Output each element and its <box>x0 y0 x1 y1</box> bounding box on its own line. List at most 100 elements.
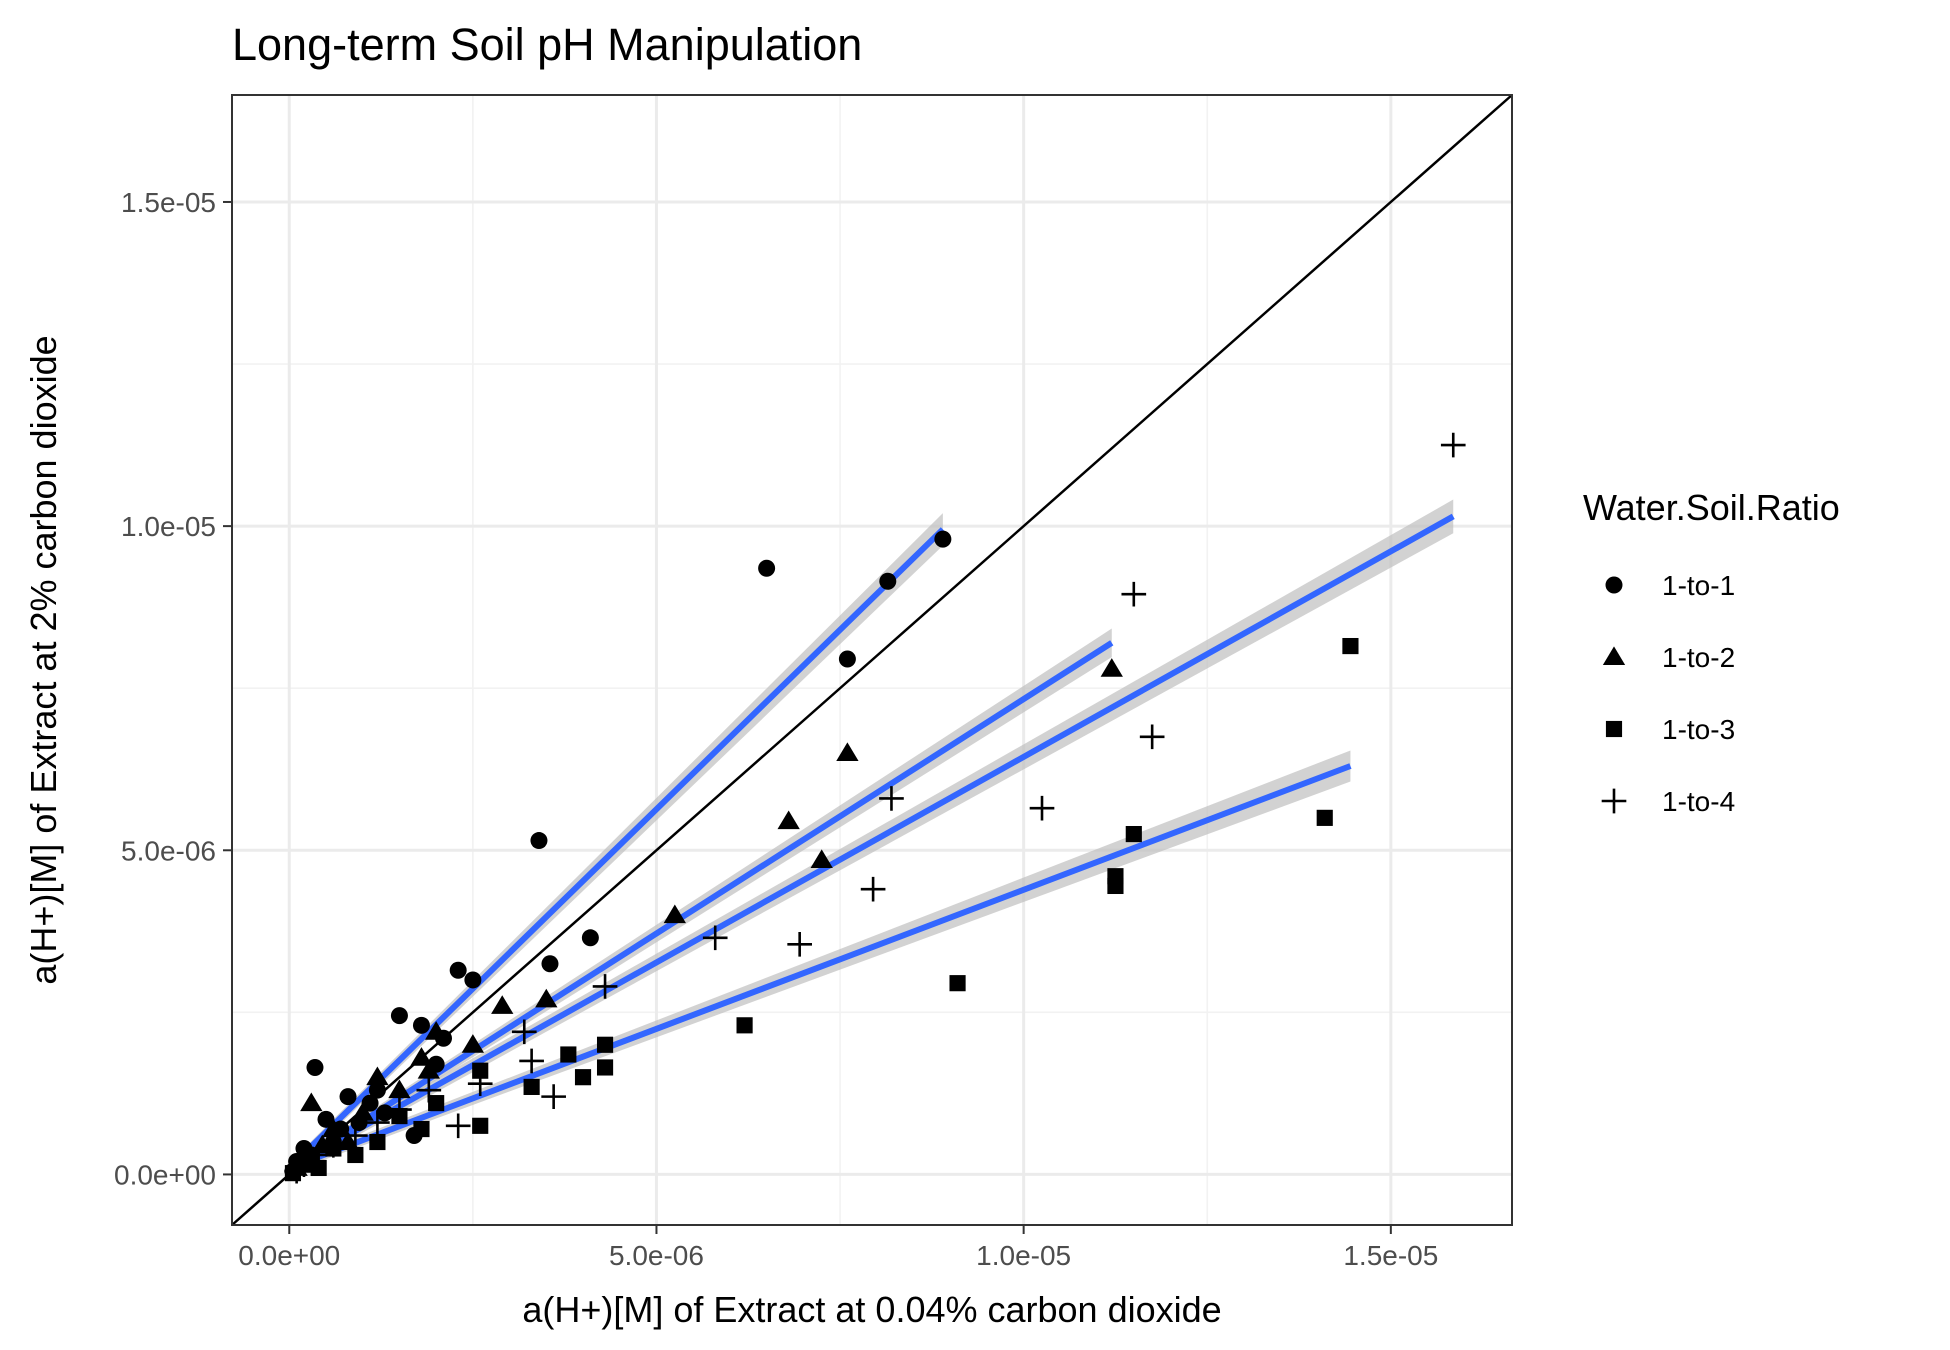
data-points <box>284 432 1466 1184</box>
legend-items: 1-to-1 1-to-2 1-to-3 1-to-4 <box>1601 570 1735 817</box>
data-point-1-to-1 <box>306 1058 324 1076</box>
data-point-1-to-2 <box>322 1118 345 1138</box>
legend-item-1-to-1: 1-to-1 <box>1605 570 1735 601</box>
data-point-1-to-3 <box>1125 825 1142 843</box>
data-point-1-to-4 <box>879 786 904 811</box>
data-point-1-to-2 <box>351 1102 374 1121</box>
data-point-1-to-2 <box>810 849 833 868</box>
data-point-1-to-1 <box>390 1007 408 1025</box>
data-point-1-to-4 <box>519 1048 544 1074</box>
legend-key-plus <box>1601 788 1627 814</box>
data-point-1-to-3 <box>413 1120 430 1138</box>
data-point-1-to-2 <box>417 1060 440 1079</box>
data-point-1-to-4 <box>343 1123 368 1148</box>
panel-border <box>231 94 1513 1226</box>
data-point-1-to-4 <box>365 1110 390 1135</box>
data-point-1-to-4 <box>541 1084 566 1109</box>
legend-item-1-to-3: 1-to-3 <box>1605 714 1735 745</box>
data-point-1-to-3 <box>596 1036 614 1053</box>
data-point-1-to-2 <box>1100 658 1123 677</box>
data-point-1-to-1 <box>412 1016 430 1034</box>
y-tick-label: 1.5e-05 <box>121 187 216 218</box>
legend-key-square <box>1605 720 1623 738</box>
data-point-1-to-2 <box>491 995 514 1014</box>
data-point-1-to-2 <box>836 742 859 762</box>
fit-line-1-to-3 <box>288 763 1352 1171</box>
data-point-1-to-4 <box>416 1077 442 1103</box>
data-point-1-to-4 <box>467 1071 493 1096</box>
data-point-1-to-2 <box>777 810 800 830</box>
legend-key-circle <box>1605 576 1623 594</box>
data-point-1-to-4 <box>291 1152 317 1178</box>
legend-item-1-to-4: 1-to-4 <box>1601 786 1735 817</box>
data-point-1-to-4 <box>1440 432 1466 458</box>
y-tick-label: 0.0e+00 <box>114 1159 216 1190</box>
data-point-1-to-4 <box>860 876 886 902</box>
data-point-1-to-2 <box>663 904 686 924</box>
data-point-1-to-3 <box>1107 877 1124 895</box>
data-point-1-to-1 <box>581 929 599 947</box>
data-point-1-to-4 <box>1121 581 1147 607</box>
data-point-1-to-4 <box>306 1142 331 1168</box>
data-point-1-to-3 <box>347 1146 364 1164</box>
data-point-1-to-2 <box>366 1066 389 1086</box>
x-tick-label: 1.0e-05 <box>976 1240 1071 1271</box>
data-point-1-to-4 <box>1029 795 1055 821</box>
data-point-1-to-4 <box>787 931 812 957</box>
data-point-1-to-3 <box>574 1069 592 1086</box>
major-gridlines <box>232 95 1512 1225</box>
data-point-1-to-3 <box>369 1133 386 1151</box>
data-point-1-to-3 <box>428 1095 445 1112</box>
data-point-1-to-2 <box>461 1034 485 1053</box>
legend-label: 1-to-4 <box>1662 786 1735 817</box>
x-tick-label: 1.5e-05 <box>1343 1240 1438 1271</box>
chart-title: Long-term Soil pH Manipulation <box>232 19 862 70</box>
fit-line-1-to-2 <box>287 640 1114 1171</box>
legend-title: Water.Soil.Ratio <box>1583 487 1840 528</box>
data-point-1-to-3 <box>560 1046 577 1063</box>
data-point-1-to-4 <box>702 925 728 951</box>
data-point-1-to-3 <box>949 975 966 992</box>
plot-panel <box>231 94 1513 1226</box>
data-point-1-to-3 <box>1342 637 1359 655</box>
fit-line-1-to-4 <box>287 513 1455 1171</box>
data-point-1-to-3 <box>472 1062 489 1079</box>
legend: Water.Soil.Ratio 1-to-11-to-21-to-31-to-… <box>1583 487 1840 817</box>
data-point-1-to-1 <box>317 1110 335 1128</box>
data-point-1-to-2 <box>300 1092 323 1112</box>
data-point-1-to-1 <box>530 832 548 850</box>
legend-label: 1-to-3 <box>1662 714 1735 745</box>
data-point-1-to-2 <box>410 1047 433 1066</box>
data-point-1-to-4 <box>387 1097 412 1122</box>
legend-label: 1-to-1 <box>1662 570 1735 601</box>
y-tick-label: 1.0e-05 <box>121 511 216 542</box>
data-point-1-to-3 <box>523 1078 540 1095</box>
data-point-1-to-2 <box>388 1079 411 1099</box>
data-point-1-to-4 <box>511 1019 537 1045</box>
legend-label: 1-to-2 <box>1662 642 1735 673</box>
data-point-1-to-1 <box>368 1081 386 1099</box>
x-tick-label: 5.0e-06 <box>609 1240 704 1271</box>
y-tick-label: 5.0e-06 <box>121 835 216 866</box>
data-point-1-to-4 <box>592 974 618 999</box>
data-point-1-to-3 <box>284 1165 302 1182</box>
data-point-1-to-1 <box>879 572 897 590</box>
fit-line-1-to-1 <box>287 527 945 1171</box>
data-point-1-to-1 <box>449 961 467 979</box>
legend-key-triangle <box>1602 646 1626 665</box>
x-tick-label: 0.0e+00 <box>238 1240 340 1271</box>
data-point-1-to-2 <box>535 988 558 1008</box>
data-point-1-to-3 <box>472 1117 489 1134</box>
y-axis-title: a(H+)[M] of Extract at 2% carbon dioxide <box>23 335 64 984</box>
data-point-1-to-1 <box>541 955 559 973</box>
data-point-1-to-1 <box>339 1088 357 1106</box>
data-point-1-to-3 <box>1316 809 1333 826</box>
data-point-1-to-2 <box>424 1021 448 1040</box>
data-point-1-to-1 <box>376 1104 394 1122</box>
data-point-1-to-1 <box>838 650 856 668</box>
data-point-1-to-4 <box>1139 724 1165 750</box>
data-point-1-to-1 <box>361 1094 379 1112</box>
data-point-1-to-1 <box>934 530 952 548</box>
data-point-1-to-3 <box>596 1059 614 1076</box>
